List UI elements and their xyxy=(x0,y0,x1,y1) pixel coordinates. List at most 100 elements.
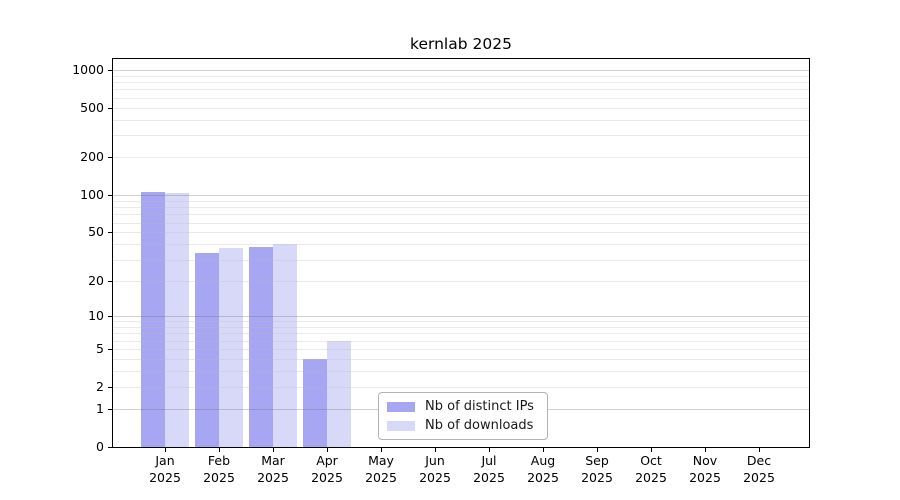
legend-label: Nb of downloads xyxy=(425,418,533,433)
x-tick-label: Aug2025 xyxy=(515,453,571,486)
x-tick xyxy=(759,448,760,452)
x-tick-label: Feb2025 xyxy=(191,453,247,486)
legend-row: Nb of distinct IPs xyxy=(387,397,539,416)
y-tick-label: 2 xyxy=(30,379,104,395)
minor-gridline xyxy=(113,232,809,233)
minor-gridline xyxy=(113,207,809,208)
x-tick xyxy=(435,448,436,452)
bar-downloads-feb xyxy=(219,248,243,447)
x-tick-year: 2025 xyxy=(623,470,679,487)
x-tick-label: Apr2025 xyxy=(299,453,355,486)
minor-gridline xyxy=(113,387,809,388)
minor-gridline xyxy=(113,359,809,360)
y-tick-label: 0 xyxy=(30,439,104,455)
x-tick-year: 2025 xyxy=(245,470,301,487)
y-tick-label: 20 xyxy=(30,273,104,289)
y-tick xyxy=(108,195,112,196)
chart-title: kernlab 2025 xyxy=(112,35,810,53)
y-tick xyxy=(108,387,112,388)
minor-gridline xyxy=(113,321,809,322)
legend-label: Nb of distinct IPs xyxy=(425,399,534,414)
x-tick-label: Sep2025 xyxy=(569,453,625,486)
y-tick-label: 50 xyxy=(30,224,104,240)
x-tick-label: Nov2025 xyxy=(677,453,733,486)
minor-gridline xyxy=(113,333,809,334)
x-tick-month: Feb xyxy=(191,453,247,470)
x-tick xyxy=(597,448,598,452)
minor-gridline xyxy=(113,341,809,342)
x-tick xyxy=(165,448,166,452)
y-tick-label: 200 xyxy=(30,149,104,165)
x-tick xyxy=(651,448,652,452)
y-tick xyxy=(108,316,112,317)
x-tick xyxy=(705,448,706,452)
bar-distinct-ips-mar xyxy=(249,247,273,447)
x-tick-month: Jul xyxy=(461,453,517,470)
x-tick-label: Jun2025 xyxy=(407,453,463,486)
y-tick-label: 500 xyxy=(30,100,104,116)
legend-swatch-distinct-ips xyxy=(387,402,415,412)
x-tick-month: Apr xyxy=(299,453,355,470)
y-tick xyxy=(108,349,112,350)
minor-gridline xyxy=(113,214,809,215)
x-tick-label: Mar2025 xyxy=(245,453,301,486)
bar-distinct-ips-apr xyxy=(303,359,327,447)
x-tick xyxy=(489,448,490,452)
legend-swatch-downloads xyxy=(387,421,415,431)
minor-gridline xyxy=(113,135,809,136)
y-tick xyxy=(108,281,112,282)
x-tick-month: Dec xyxy=(731,453,787,470)
x-tick-label: Oct2025 xyxy=(623,453,679,486)
x-tick-month: May xyxy=(353,453,409,470)
x-tick-year: 2025 xyxy=(515,470,571,487)
legend: Nb of distinct IPs Nb of downloads xyxy=(378,392,548,440)
x-tick-month: Sep xyxy=(569,453,625,470)
y-tick xyxy=(108,108,112,109)
x-tick-year: 2025 xyxy=(731,470,787,487)
minor-gridline xyxy=(113,371,809,372)
y-tick xyxy=(108,232,112,233)
legend-row: Nb of downloads xyxy=(387,416,539,435)
x-tick xyxy=(273,448,274,452)
minor-gridline xyxy=(113,157,809,158)
bar-distinct-ips-feb xyxy=(195,253,219,447)
x-tick-month: Jan xyxy=(137,453,193,470)
x-tick-label: May2025 xyxy=(353,453,409,486)
minor-gridline xyxy=(113,223,809,224)
minor-gridline xyxy=(113,82,809,83)
x-tick-month: Oct xyxy=(623,453,679,470)
x-tick-year: 2025 xyxy=(461,470,517,487)
minor-gridline xyxy=(113,108,809,109)
x-tick xyxy=(219,448,220,452)
plot-area xyxy=(112,58,810,448)
x-tick xyxy=(327,448,328,452)
x-tick xyxy=(543,448,544,452)
y-tick xyxy=(108,447,112,448)
bar-downloads-apr xyxy=(327,341,351,447)
y-tick-label: 1 xyxy=(30,401,104,417)
minor-gridline xyxy=(113,120,809,121)
minor-gridline xyxy=(113,89,809,90)
minor-gridline xyxy=(113,98,809,99)
y-tick xyxy=(108,70,112,71)
major-gridline xyxy=(113,195,809,196)
x-tick-month: Nov xyxy=(677,453,733,470)
x-tick-label: Dec2025 xyxy=(731,453,787,486)
x-tick-label: Jul2025 xyxy=(461,453,517,486)
y-tick xyxy=(108,157,112,158)
x-tick-year: 2025 xyxy=(569,470,625,487)
x-tick-month: Mar xyxy=(245,453,301,470)
y-tick-label: 1000 xyxy=(30,62,104,78)
minor-gridline xyxy=(113,349,809,350)
x-tick-month: Aug xyxy=(515,453,571,470)
minor-gridline xyxy=(113,201,809,202)
x-tick xyxy=(381,448,382,452)
major-gridline xyxy=(113,70,809,71)
minor-gridline xyxy=(113,244,809,245)
y-tick-label: 10 xyxy=(30,308,104,324)
bar-downloads-mar xyxy=(273,244,297,447)
minor-gridline xyxy=(113,327,809,328)
x-tick-label: Jan2025 xyxy=(137,453,193,486)
x-tick-month: Jun xyxy=(407,453,463,470)
minor-gridline xyxy=(113,76,809,77)
